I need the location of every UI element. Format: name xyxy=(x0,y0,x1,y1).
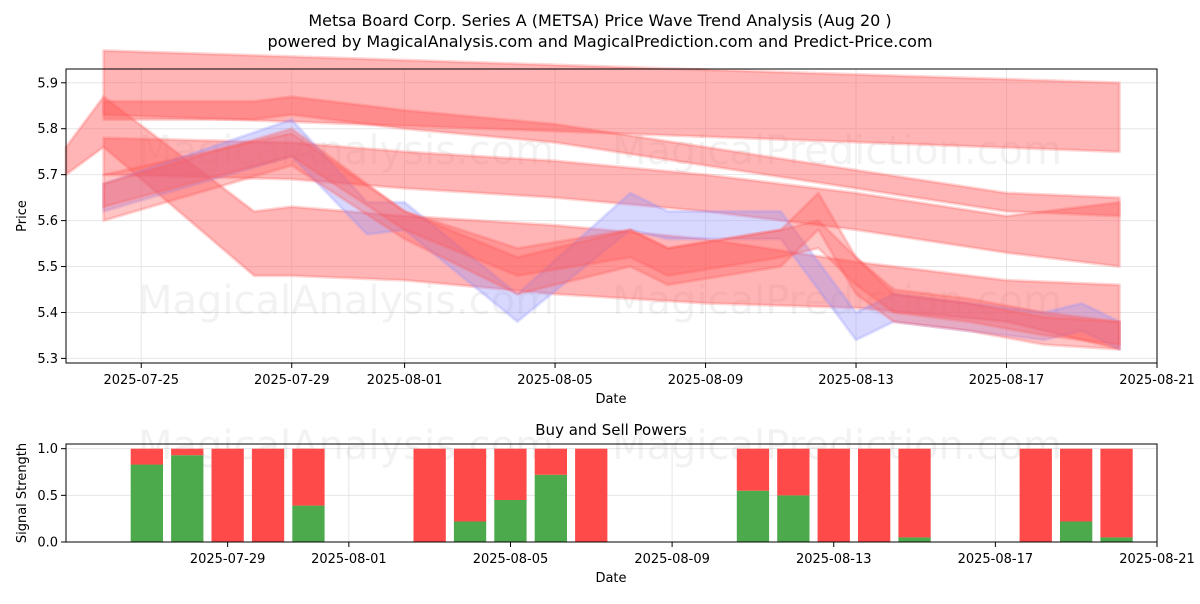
buy-bar xyxy=(494,500,527,542)
buy-bar xyxy=(1100,537,1133,542)
powers-title: Buy and Sell Powers xyxy=(535,421,687,439)
price-x-tick-label: 2025-08-21 xyxy=(1119,373,1195,388)
buy-bar xyxy=(453,521,487,542)
sell-bar xyxy=(858,448,891,542)
price-watermark: MagicalPrediction.com xyxy=(612,128,1062,174)
buy-bar xyxy=(777,495,810,542)
price-y-ticks: 5.3 5.4 5.5 5.6 5.7 5.8 5.9 xyxy=(37,76,66,367)
price-bands xyxy=(64,49,1121,351)
powers-y-tick-label: 0.5 xyxy=(37,489,58,504)
price-plot-area xyxy=(66,69,1157,363)
price-x-label: Date xyxy=(595,392,626,407)
sell-bar xyxy=(171,448,204,456)
sell-bar xyxy=(251,448,285,542)
price-x-tick-label: 2025-08-17 xyxy=(969,373,1045,388)
price-y-tick-label: 5.4 xyxy=(37,306,58,321)
price-y-tick-label: 5.5 xyxy=(37,260,58,275)
powers-bars xyxy=(130,448,1133,542)
powers-axes-frame xyxy=(65,443,1158,543)
price-band xyxy=(102,118,1121,351)
powers-x-ticks: 2025-07-29 2025-08-01 2025-08-05 2025-08-09… xyxy=(190,542,1195,567)
price-y-tick-label: 5.3 xyxy=(37,352,58,367)
sell-bar xyxy=(292,448,325,506)
price-y-tick-label: 5.9 xyxy=(37,76,58,91)
powers-x-label: Date xyxy=(595,571,626,586)
sell-bar xyxy=(1060,448,1093,522)
price-x-tick-label: 2025-08-13 xyxy=(818,373,894,388)
price-y-label: Price xyxy=(15,200,30,232)
buy-bar xyxy=(130,464,163,542)
powers-x-tick-label: 2025-08-01 xyxy=(311,552,387,567)
sell-bar xyxy=(453,448,487,522)
price-x-tick-label: 2025-07-29 xyxy=(254,373,330,388)
sell-bar xyxy=(211,448,244,542)
powers-x-tick-label: 2025-08-05 xyxy=(473,552,549,567)
price-x-ticks: 2025-07-25 2025-07-29 2025-08-01 2025-08-05… xyxy=(103,363,1195,388)
price-x-tick-label: 2025-08-01 xyxy=(367,373,443,388)
price-panel: MagicalAnalysis.com MagicalPrediction.com… xyxy=(15,49,1195,407)
price-band xyxy=(102,49,1121,154)
price-axes-frame xyxy=(65,68,1158,364)
sell-bar xyxy=(1019,448,1052,542)
price-x-tick-label: 2025-07-25 xyxy=(103,373,179,388)
price-band xyxy=(102,131,1121,347)
sell-bar xyxy=(1100,448,1133,538)
sell-bar xyxy=(575,448,608,542)
sell-bar xyxy=(413,448,446,542)
powers-x-tick-label: 2025-08-21 xyxy=(1119,552,1195,567)
powers-y-tick-label: 0.0 xyxy=(37,536,58,551)
sell-bar xyxy=(534,448,567,475)
sell-bar xyxy=(898,448,931,538)
sell-bar xyxy=(130,448,163,465)
buy-bar xyxy=(1060,521,1093,542)
powers-panel: Buy and Sell Powers MagicalAnalysis.com M… xyxy=(15,421,1195,586)
price-watermark: MagicalAnalysis.com xyxy=(138,128,554,174)
sell-bar xyxy=(777,448,810,496)
powers-x-tick-label: 2025-07-29 xyxy=(190,552,266,567)
sell-bar xyxy=(736,448,770,491)
price-band xyxy=(102,136,1121,268)
price-watermark: MagicalAnalysis.com xyxy=(138,278,554,324)
powers-y-ticks: 0.0 0.5 1.0 xyxy=(37,442,66,551)
price-x-tick-label: 2025-08-09 xyxy=(668,373,744,388)
price-x-tick-label: 2025-08-05 xyxy=(517,373,593,388)
buy-bar xyxy=(292,505,325,542)
sell-bar xyxy=(817,448,850,542)
sell-bar xyxy=(494,448,527,500)
buy-bar xyxy=(736,490,770,542)
buy-bar xyxy=(898,537,931,542)
powers-y-label: Signal Strength xyxy=(15,443,30,543)
chart-subtitle: powered by MagicalAnalysis.com and Magic… xyxy=(267,32,932,51)
powers-x-tick-label: 2025-08-17 xyxy=(958,552,1034,567)
price-y-tick-label: 5.6 xyxy=(37,214,58,229)
chart-title: Metsa Board Corp. Series A (METSA) Price… xyxy=(308,11,891,30)
powers-plot-area xyxy=(66,444,1157,542)
price-watermark: MagicalPrediction.com xyxy=(612,278,1062,324)
powers-x-tick-label: 2025-08-13 xyxy=(796,552,872,567)
price-watermarks: MagicalAnalysis.com MagicalPrediction.com… xyxy=(138,128,1062,324)
price-band xyxy=(102,95,1121,218)
buy-bar xyxy=(534,474,567,542)
price-band xyxy=(64,95,1121,351)
powers-y-tick-label: 1.0 xyxy=(37,442,58,457)
price-band xyxy=(102,127,1121,351)
price-y-tick-label: 5.8 xyxy=(37,122,58,137)
buy-bar xyxy=(171,455,204,542)
powers-x-tick-label: 2025-08-09 xyxy=(634,552,710,567)
price-y-tick-label: 5.7 xyxy=(37,168,58,183)
